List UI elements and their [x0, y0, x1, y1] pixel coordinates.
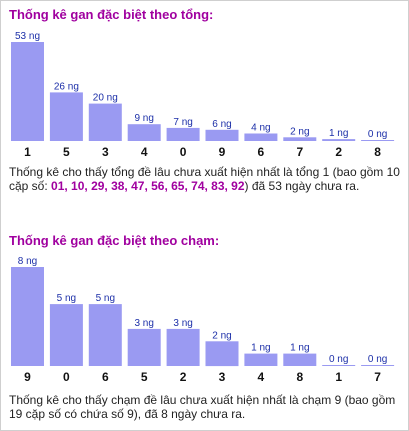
cham-category-label-6: 6 — [102, 370, 109, 384]
tong-value-label-3: 20 ng — [93, 93, 118, 104]
tong-category-label-6: 6 — [258, 145, 265, 159]
cham-value-label-5: 3 ng — [134, 318, 153, 329]
summary-tong-prefix: Thống kê cho thấy tổng đề lâu chưa xuất … — [9, 165, 400, 193]
tong-bar-8 — [361, 140, 395, 141]
tong-value-label-9: 6 ng — [212, 119, 231, 130]
tong-value-label-2: 1 ng — [329, 128, 348, 139]
tong-bar-9 — [205, 129, 239, 141]
tong-value-label-4: 9 ng — [134, 113, 153, 124]
cham-category-label-0: 0 — [63, 370, 70, 384]
chart-title-cham: Thống kê gan đặc biệt theo chạm: — [9, 233, 220, 248]
cham-category-label-7: 7 — [374, 370, 381, 384]
cham-bar-7 — [361, 365, 395, 366]
cham-category-label-1: 1 — [335, 370, 342, 384]
tong-bar-4 — [127, 124, 161, 141]
summary-cham: Thống kê cho thấy chạm đề lâu chưa xuất … — [9, 393, 405, 421]
cham-value-label-3: 2 ng — [212, 330, 231, 341]
bar-chart-cham: 8 ng 9 5 ng 0 5 ng 6 3 ng 5 3 ng 2 2 ng 3 1 ng 4 1 ng 8… — [1, 253, 409, 384]
cham-category-label-2: 2 — [180, 370, 187, 384]
cham-category-label-4: 4 — [258, 370, 265, 384]
tong-category-label-1: 1 — [24, 145, 31, 159]
tong-value-label-0: 7 ng — [173, 117, 192, 128]
cham-bar-3 — [205, 341, 239, 367]
bar-chart-cham-svg: 8 ng 9 5 ng 0 5 ng 6 3 ng 5 3 ng 2 2 ng 3 1 ng 4 1 ng 8… — [11, 256, 395, 384]
summary-tong: Thống kê cho thấy tổng đề lâu chưa xuất … — [9, 165, 405, 193]
tong-category-label-2: 2 — [335, 145, 342, 159]
tong-value-label-1: 53 ng — [15, 31, 40, 42]
cham-value-label-9: 8 ng — [18, 256, 37, 267]
bar-chart-tong: 53 ng 1 26 ng 5 20 ng 3 9 ng 4 7 ng 0 6 ng 9 4 ng 6 2 … — [1, 28, 409, 159]
cham-value-label-0: 5 ng — [57, 293, 76, 304]
cham-bar-1 — [322, 365, 356, 366]
cham-category-label-3: 3 — [219, 370, 226, 384]
chart-title-tong: Thống kê gan đặc biệt theo tổng: — [9, 7, 214, 22]
cham-bar-0 — [49, 304, 83, 366]
cham-value-label-8: 1 ng — [290, 343, 309, 354]
tong-category-label-5: 5 — [63, 145, 70, 159]
cham-value-label-7: 0 ng — [368, 354, 387, 365]
cham-category-label-9: 9 — [24, 370, 31, 384]
tong-category-label-9: 9 — [219, 145, 226, 159]
cham-bar-9 — [11, 267, 44, 366]
tong-bar-3 — [88, 103, 122, 141]
tong-category-label-0: 0 — [180, 145, 187, 159]
tong-category-label-8: 8 — [374, 145, 381, 159]
cham-bar-2 — [166, 328, 200, 366]
cham-category-label-5: 5 — [141, 370, 148, 384]
summary-tong-pairs: 01, 10, 29, 38, 47, 56, 65, 74, 83, 92 — [51, 179, 245, 193]
cham-bar-5 — [127, 328, 161, 366]
tong-bar-0 — [166, 127, 200, 141]
cham-bar-8 — [283, 353, 317, 366]
cham-value-label-2: 3 ng — [173, 318, 192, 329]
tong-bar-5 — [49, 92, 83, 141]
summary-tong-suffix: ) đã 53 ngày chưa ra. — [244, 179, 360, 193]
tong-value-label-6: 4 ng — [251, 123, 270, 134]
tong-category-label-4: 4 — [141, 145, 148, 159]
tong-value-label-7: 2 ng — [290, 126, 309, 137]
tong-category-label-3: 3 — [102, 145, 109, 159]
cham-bar-6 — [88, 304, 122, 366]
tong-bar-1 — [11, 42, 44, 141]
tong-category-label-7: 7 — [296, 145, 303, 159]
tong-bar-2 — [322, 139, 356, 141]
tong-value-label-5: 26 ng — [54, 81, 79, 92]
cham-value-label-6: 5 ng — [96, 293, 115, 304]
tong-bar-6 — [244, 133, 278, 141]
summary-cham-prefix: Thống kê cho thấy chạm đề lâu chưa xuất … — [9, 393, 396, 421]
tong-value-label-8: 0 ng — [368, 129, 387, 140]
cham-bar-4 — [244, 353, 278, 366]
tong-bar-7 — [283, 137, 317, 141]
cham-value-label-4: 1 ng — [251, 343, 270, 354]
cham-category-label-8: 8 — [296, 370, 303, 384]
cham-value-label-1: 0 ng — [329, 354, 348, 365]
